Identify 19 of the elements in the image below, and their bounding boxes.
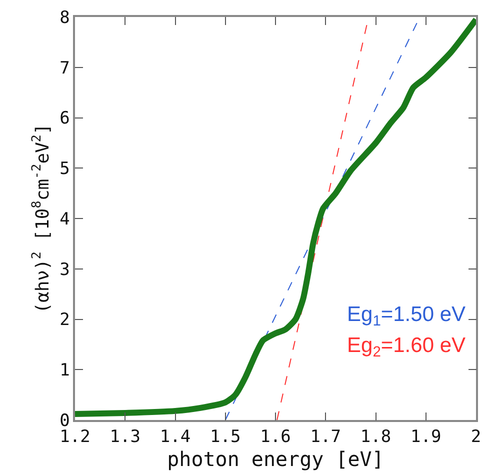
y-tick-label: 7 xyxy=(60,58,70,78)
x-tick-label: 1.9 xyxy=(410,427,442,448)
x-tick-label: 1.8 xyxy=(360,427,392,448)
x-tick-label: 1.7 xyxy=(310,427,341,448)
y-tick-label: 8 xyxy=(60,8,70,28)
x-tick-label: 2 xyxy=(470,427,482,448)
y-tick-label: 4 xyxy=(60,209,70,230)
annotation: Eg$_{1}$=1.50 eV xyxy=(347,303,466,330)
x-tick-label: 1.4 xyxy=(160,427,191,448)
y-tick-label: 6 xyxy=(60,108,70,129)
annotation: Eg$_{2}$=1.60 eV xyxy=(347,334,466,360)
x-axis-title: photon energy [eV] xyxy=(167,447,384,472)
y-tick-label: 3 xyxy=(60,260,70,280)
y-tick-label: 5 xyxy=(60,159,70,180)
x-tick-label: 1.5 xyxy=(210,427,241,448)
y-tick-label: 1 xyxy=(60,360,70,381)
y-tick-label: 2 xyxy=(60,310,70,330)
x-tick-label: 1.6 xyxy=(260,427,291,448)
x-tick-label: 1.3 xyxy=(110,427,140,448)
